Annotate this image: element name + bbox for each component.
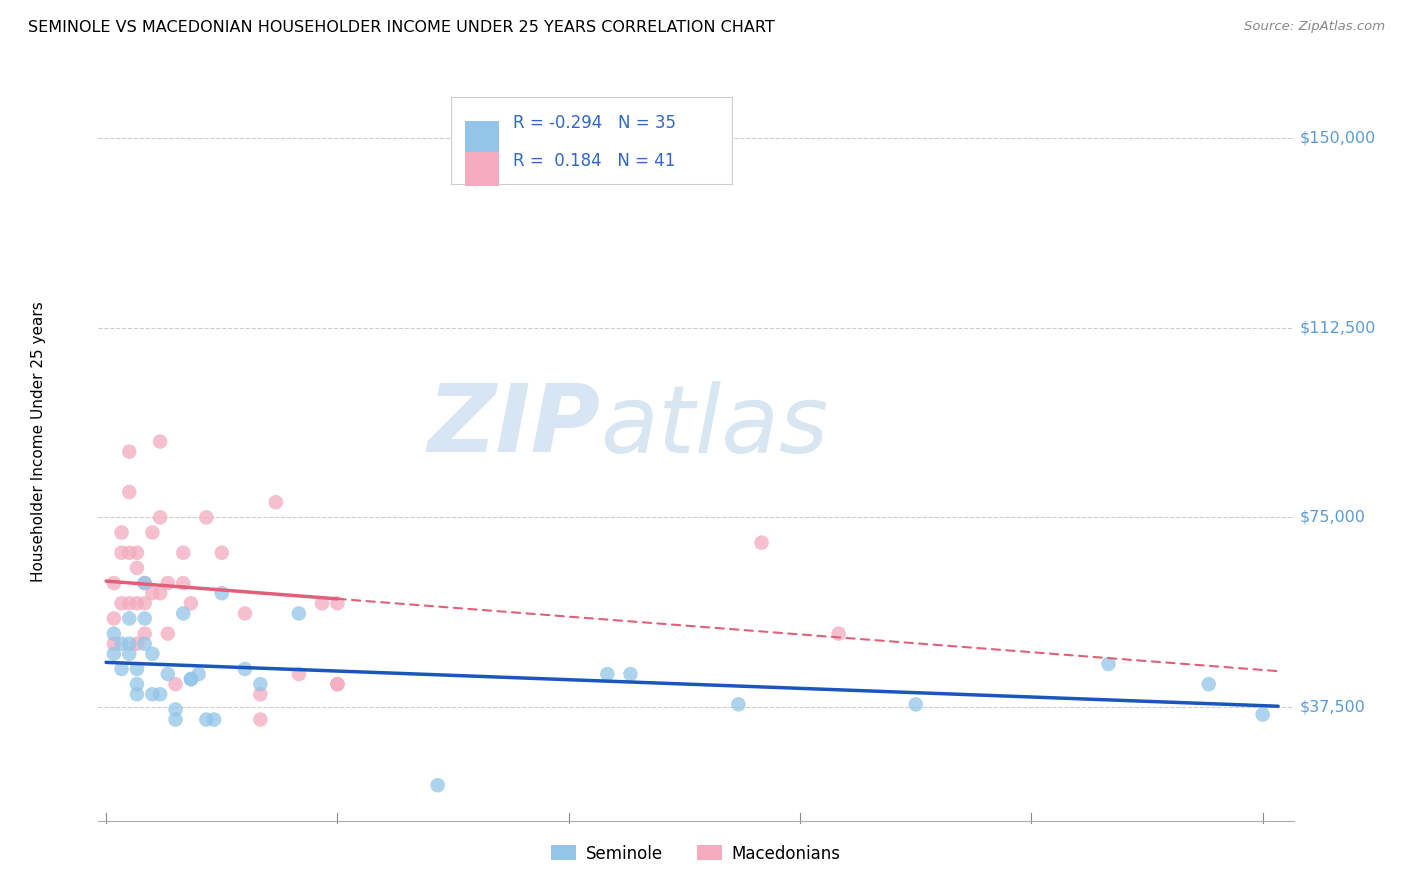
Point — [311, 596, 333, 610]
Point — [125, 546, 148, 560]
Point — [326, 677, 349, 691]
Point — [118, 444, 141, 458]
Point — [156, 626, 179, 640]
Point — [156, 667, 179, 681]
Text: Source: ZipAtlas.com: Source: ZipAtlas.com — [1244, 20, 1385, 33]
Point — [110, 546, 132, 560]
Point — [172, 546, 194, 560]
Point — [326, 677, 349, 691]
Point — [165, 713, 187, 727]
Point — [149, 586, 172, 600]
Text: R =  0.184   N = 41: R = 0.184 N = 41 — [513, 152, 675, 170]
Point — [118, 647, 141, 661]
Point — [125, 637, 148, 651]
Text: Householder Income Under 25 years: Householder Income Under 25 years — [31, 301, 46, 582]
Point — [103, 576, 125, 591]
Point — [134, 576, 156, 591]
Point — [156, 576, 179, 591]
Point — [172, 607, 194, 621]
Point — [180, 672, 202, 686]
Point — [326, 596, 349, 610]
Point — [103, 611, 125, 625]
Text: $112,500: $112,500 — [1299, 320, 1376, 335]
Point — [233, 607, 256, 621]
Point — [1097, 657, 1119, 671]
Point — [211, 586, 233, 600]
Point — [125, 677, 148, 691]
Point — [596, 667, 619, 681]
Text: R = -0.294   N = 35: R = -0.294 N = 35 — [513, 113, 676, 132]
Point — [619, 667, 641, 681]
Point — [149, 434, 172, 449]
Point — [149, 687, 172, 701]
Point — [134, 611, 156, 625]
Point — [1198, 677, 1220, 691]
Point — [103, 637, 125, 651]
Point — [264, 495, 287, 509]
Point — [103, 647, 125, 661]
Point — [103, 626, 125, 640]
Point — [249, 713, 271, 727]
Point — [249, 677, 271, 691]
Text: atlas: atlas — [600, 381, 828, 472]
Point — [141, 525, 163, 540]
Point — [110, 662, 132, 676]
Point — [134, 626, 156, 640]
Text: ZIP: ZIP — [427, 380, 600, 473]
Point — [134, 596, 156, 610]
Point — [110, 525, 132, 540]
Point — [149, 510, 172, 524]
Point — [125, 561, 148, 575]
Point — [134, 576, 156, 591]
Point — [125, 687, 148, 701]
FancyBboxPatch shape — [451, 96, 733, 184]
Point — [195, 510, 218, 524]
Point — [165, 677, 187, 691]
Point — [195, 713, 218, 727]
Point — [751, 535, 773, 549]
Point — [727, 698, 749, 712]
Point — [249, 687, 271, 701]
Point — [211, 546, 233, 560]
Text: $75,000: $75,000 — [1299, 510, 1365, 524]
Point — [125, 596, 148, 610]
Point — [904, 698, 927, 712]
Point — [118, 546, 141, 560]
FancyBboxPatch shape — [465, 153, 499, 186]
Point — [1251, 707, 1274, 722]
Point — [187, 667, 209, 681]
Point — [141, 687, 163, 701]
Point — [134, 637, 156, 651]
Text: $150,000: $150,000 — [1299, 131, 1375, 145]
Point — [110, 637, 132, 651]
Point — [426, 778, 449, 792]
Point — [165, 702, 187, 716]
Point — [110, 596, 132, 610]
Text: SEMINOLE VS MACEDONIAN HOUSEHOLDER INCOME UNDER 25 YEARS CORRELATION CHART: SEMINOLE VS MACEDONIAN HOUSEHOLDER INCOM… — [28, 20, 775, 35]
Legend: Seminole, Macedonians: Seminole, Macedonians — [544, 838, 848, 869]
Point — [141, 647, 163, 661]
Point — [118, 637, 141, 651]
Point — [180, 672, 202, 686]
Point — [172, 576, 194, 591]
Point — [180, 596, 202, 610]
Point — [118, 611, 141, 625]
Point — [288, 667, 311, 681]
Point — [125, 662, 148, 676]
Point — [118, 485, 141, 500]
Text: $37,500: $37,500 — [1299, 699, 1365, 714]
Point — [118, 596, 141, 610]
Point — [233, 662, 256, 676]
Point — [288, 607, 311, 621]
FancyBboxPatch shape — [465, 121, 499, 155]
Point — [202, 713, 225, 727]
Point — [827, 626, 849, 640]
Point — [141, 586, 163, 600]
